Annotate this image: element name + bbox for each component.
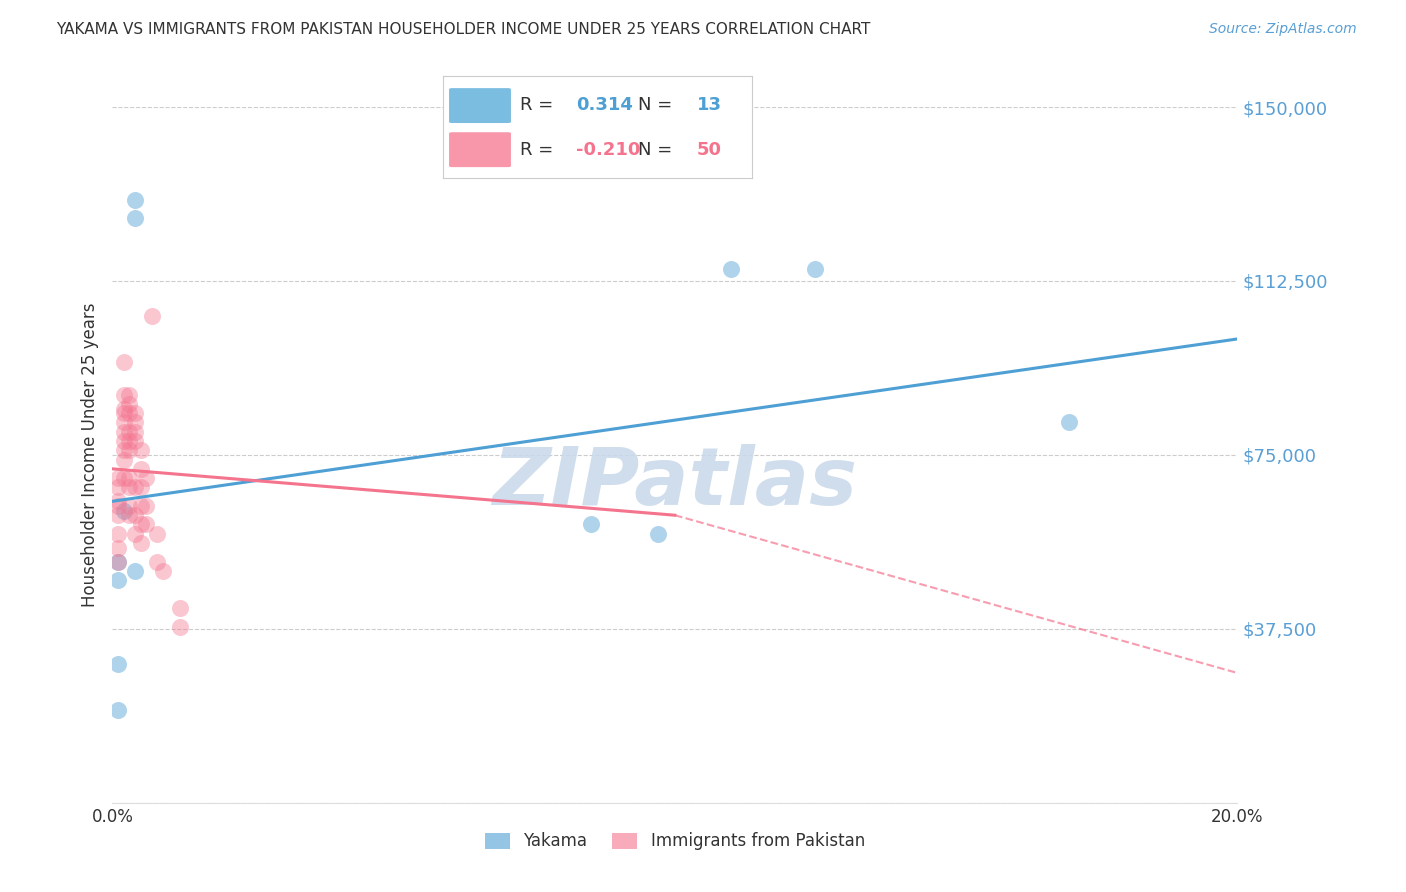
Point [129, 480, 152, 494]
Point [146, 555, 169, 569]
Point [112, 387, 135, 401]
Point [118, 406, 141, 420]
Point [112, 471, 135, 485]
Point [141, 309, 163, 323]
Point [112, 425, 135, 439]
Point [107, 657, 129, 671]
Point [129, 462, 152, 476]
Point [124, 406, 146, 420]
Point [720, 262, 742, 277]
Point [135, 499, 157, 513]
FancyBboxPatch shape [449, 132, 510, 167]
FancyBboxPatch shape [449, 88, 510, 123]
Point [129, 517, 152, 532]
Point [124, 193, 146, 207]
Point [129, 499, 152, 513]
Point [112, 406, 135, 420]
Point [135, 517, 157, 532]
Point [107, 508, 129, 523]
Point [112, 401, 135, 416]
Point [107, 703, 129, 717]
Point [1057, 416, 1080, 430]
Point [112, 503, 135, 517]
Point [124, 480, 146, 494]
Point [112, 443, 135, 458]
Point [112, 434, 135, 448]
Text: R =: R = [520, 95, 560, 113]
Point [124, 434, 146, 448]
Point [129, 443, 152, 458]
Point [169, 601, 191, 615]
Point [124, 526, 146, 541]
Point [804, 262, 827, 277]
Point [124, 508, 146, 523]
Point [118, 387, 141, 401]
Point [118, 434, 141, 448]
Point [118, 471, 141, 485]
Text: R =: R = [520, 141, 560, 159]
Point [107, 471, 129, 485]
Point [146, 526, 169, 541]
Point [112, 452, 135, 467]
Point [107, 555, 129, 569]
Point [135, 471, 157, 485]
Text: 13: 13 [696, 95, 721, 113]
Point [107, 526, 129, 541]
Text: Source: ZipAtlas.com: Source: ZipAtlas.com [1209, 22, 1357, 37]
Point [112, 416, 135, 430]
Point [118, 480, 141, 494]
Point [152, 564, 174, 578]
Text: N =: N = [638, 141, 678, 159]
Point [107, 555, 129, 569]
Point [107, 494, 129, 508]
Point [107, 573, 129, 587]
Point [118, 499, 141, 513]
Point [124, 564, 146, 578]
Point [124, 425, 146, 439]
Point [647, 526, 669, 541]
Point [107, 541, 129, 555]
Point [118, 508, 141, 523]
Point [118, 397, 141, 411]
Legend: Yakama, Immigrants from Pakistan: Yakama, Immigrants from Pakistan [478, 826, 872, 857]
Point [118, 425, 141, 439]
Text: 0.314: 0.314 [576, 95, 633, 113]
Text: N =: N = [638, 95, 678, 113]
Point [107, 480, 129, 494]
Y-axis label: Householder Income Under 25 years: Householder Income Under 25 years [80, 302, 98, 607]
Point [124, 211, 146, 226]
Point [169, 619, 191, 633]
Text: ZIPatlas: ZIPatlas [492, 443, 858, 522]
Point [107, 499, 129, 513]
Text: YAKAMA VS IMMIGRANTS FROM PAKISTAN HOUSEHOLDER INCOME UNDER 25 YEARS CORRELATION: YAKAMA VS IMMIGRANTS FROM PAKISTAN HOUSE… [56, 22, 870, 37]
Point [579, 517, 602, 532]
Point [112, 355, 135, 369]
Text: 50: 50 [696, 141, 721, 159]
Point [129, 536, 152, 550]
Point [124, 416, 146, 430]
Text: -0.210: -0.210 [576, 141, 640, 159]
Point [118, 443, 141, 458]
